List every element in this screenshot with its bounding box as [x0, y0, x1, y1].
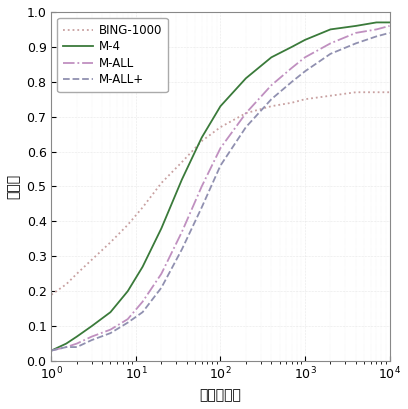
- BING-1000: [218, 125, 223, 130]
- M-ALL+: [269, 97, 274, 102]
- M-4: [289, 45, 294, 49]
- M-ALL: [303, 55, 308, 60]
- M-ALL: [374, 27, 379, 32]
- M-4: [108, 310, 113, 315]
- M-4: [74, 334, 79, 339]
- Legend: BING-1000, M-4, M-ALL, M-ALL+: BING-1000, M-4, M-ALL, M-ALL+: [57, 18, 168, 92]
- BING-1000: [74, 271, 79, 276]
- M-4: [387, 20, 392, 25]
- BING-1000: [244, 111, 248, 116]
- BING-1000: [374, 90, 379, 95]
- Y-axis label: 召回率: 召回率: [7, 174, 21, 199]
- M-ALL+: [64, 345, 69, 350]
- M-ALL: [125, 317, 130, 321]
- BING-1000: [180, 160, 184, 164]
- M-ALL+: [140, 310, 145, 315]
- M-4: [374, 20, 379, 25]
- M-4: [244, 76, 248, 81]
- M-ALL+: [218, 163, 223, 168]
- BING-1000: [303, 97, 308, 102]
- M-4: [140, 264, 145, 269]
- M-ALL+: [159, 285, 164, 290]
- Line: M-ALL: M-ALL: [51, 26, 390, 351]
- M-ALL+: [289, 79, 294, 84]
- Line: BING-1000: BING-1000: [51, 92, 390, 295]
- BING-1000: [89, 257, 94, 262]
- M-4: [269, 55, 274, 60]
- M-ALL: [387, 23, 392, 28]
- M-ALL: [108, 327, 113, 332]
- M-4: [199, 135, 204, 140]
- M-ALL+: [328, 52, 333, 56]
- M-ALL+: [89, 338, 94, 343]
- BING-1000: [49, 292, 54, 297]
- M-4: [353, 23, 358, 28]
- M-4: [328, 27, 333, 32]
- M-4: [89, 324, 94, 328]
- M-ALL+: [125, 320, 130, 325]
- M-ALL: [74, 341, 79, 346]
- M-ALL+: [387, 30, 392, 35]
- BING-1000: [140, 205, 145, 210]
- BING-1000: [289, 100, 294, 105]
- BING-1000: [125, 222, 130, 227]
- M-ALL+: [244, 125, 248, 130]
- M-ALL+: [374, 34, 379, 39]
- M-ALL: [49, 348, 54, 353]
- M-ALL: [244, 111, 248, 116]
- Line: M-ALL+: M-ALL+: [51, 33, 390, 351]
- M-ALL: [289, 65, 294, 70]
- M-4: [303, 37, 308, 42]
- M-ALL: [328, 41, 333, 46]
- M-4: [218, 104, 223, 109]
- M-ALL: [353, 30, 358, 35]
- M-ALL+: [108, 330, 113, 335]
- M-ALL: [140, 299, 145, 304]
- M-ALL: [89, 334, 94, 339]
- Line: M-4: M-4: [51, 22, 390, 351]
- M-4: [125, 289, 130, 294]
- M-ALL: [199, 184, 204, 189]
- BING-1000: [353, 90, 358, 95]
- BING-1000: [159, 180, 164, 185]
- M-4: [180, 177, 184, 182]
- M-ALL+: [199, 205, 204, 210]
- M-4: [64, 341, 69, 346]
- BING-1000: [387, 90, 392, 95]
- BING-1000: [328, 93, 333, 98]
- M-ALL: [180, 229, 184, 234]
- M-ALL+: [49, 348, 54, 353]
- M-4: [159, 226, 164, 231]
- BING-1000: [269, 104, 274, 109]
- M-ALL: [64, 345, 69, 350]
- M-ALL+: [74, 345, 79, 350]
- M-ALL+: [180, 247, 184, 252]
- BING-1000: [108, 240, 113, 245]
- M-ALL+: [303, 69, 308, 74]
- BING-1000: [199, 139, 204, 144]
- M-ALL: [159, 271, 164, 276]
- M-ALL+: [353, 41, 358, 46]
- X-axis label: 候选框数量: 候选框数量: [200, 388, 242, 402]
- M-4: [49, 348, 54, 353]
- BING-1000: [64, 282, 69, 287]
- M-ALL: [218, 146, 223, 151]
- M-ALL: [269, 83, 274, 88]
